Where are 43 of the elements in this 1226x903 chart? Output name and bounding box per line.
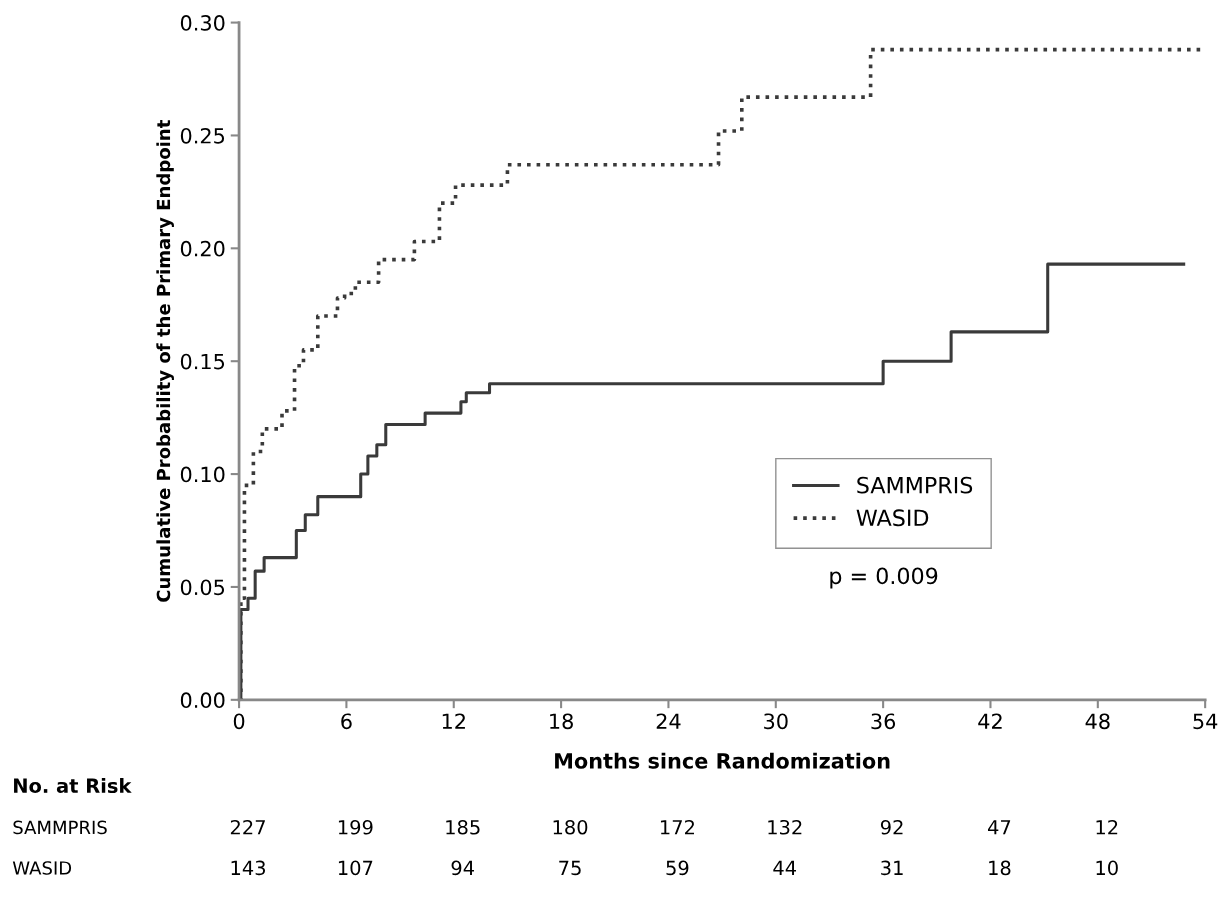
- y-axis-title: Cumulative Probability of the Primary Endpoint: [156, 120, 174, 602]
- text: 75: [559, 860, 581, 876]
- text: 94: [451, 860, 474, 876]
- text: 143: [231, 860, 266, 876]
- x-axis-title: Months since Randomization: [555, 752, 890, 769]
- text: 227: [230, 819, 265, 835]
- text: 59: [666, 860, 689, 876]
- text: 172: [660, 819, 694, 835]
- text: 132: [768, 819, 802, 835]
- y-tick-label: 0.10: [180, 466, 225, 483]
- x-tick-label: 54: [1193, 713, 1218, 730]
- x-tick-label: 6: [341, 713, 352, 730]
- x-tick-label: 18: [550, 713, 573, 730]
- text: WASID: [12, 861, 72, 875]
- text: 12: [1096, 819, 1118, 835]
- text: 199: [338, 819, 373, 835]
- x-tick-label: 30: [764, 713, 788, 730]
- x-tick-label: 24: [656, 713, 681, 729]
- text: 92: [880, 819, 903, 835]
- y-tick-label: 0.05: [180, 579, 225, 596]
- y-tick-label: 0.00: [180, 692, 225, 709]
- x-tick-label: 36: [871, 713, 896, 730]
- legend-label: WASID: [856, 509, 929, 527]
- annotation: p = 0.009: [830, 567, 938, 589]
- text: 180: [553, 819, 588, 835]
- y-tick-label: 0.15: [180, 353, 225, 370]
- text: 47: [988, 820, 1011, 835]
- legend-label: SAMMPRIS: [857, 476, 973, 494]
- x-tick-label: 0: [233, 713, 245, 730]
- text: SAMMPRIS: [13, 820, 107, 835]
- x-tick-label: 42: [978, 713, 1002, 729]
- text: 107: [338, 860, 373, 876]
- x-tick-label: 12: [442, 713, 465, 729]
- y-tick-label: 0.30: [180, 15, 225, 31]
- text: 18: [989, 860, 1011, 876]
- text: 185: [446, 819, 480, 835]
- y-tick-label: 0.25: [180, 127, 225, 144]
- text: No. at Risk: [14, 778, 132, 794]
- y-tick-label: 0.20: [180, 240, 225, 257]
- x-tick-label: 48: [1085, 713, 1110, 730]
- text: 10: [1096, 860, 1118, 876]
- text: 31: [881, 860, 903, 876]
- text: 44: [773, 860, 797, 875]
